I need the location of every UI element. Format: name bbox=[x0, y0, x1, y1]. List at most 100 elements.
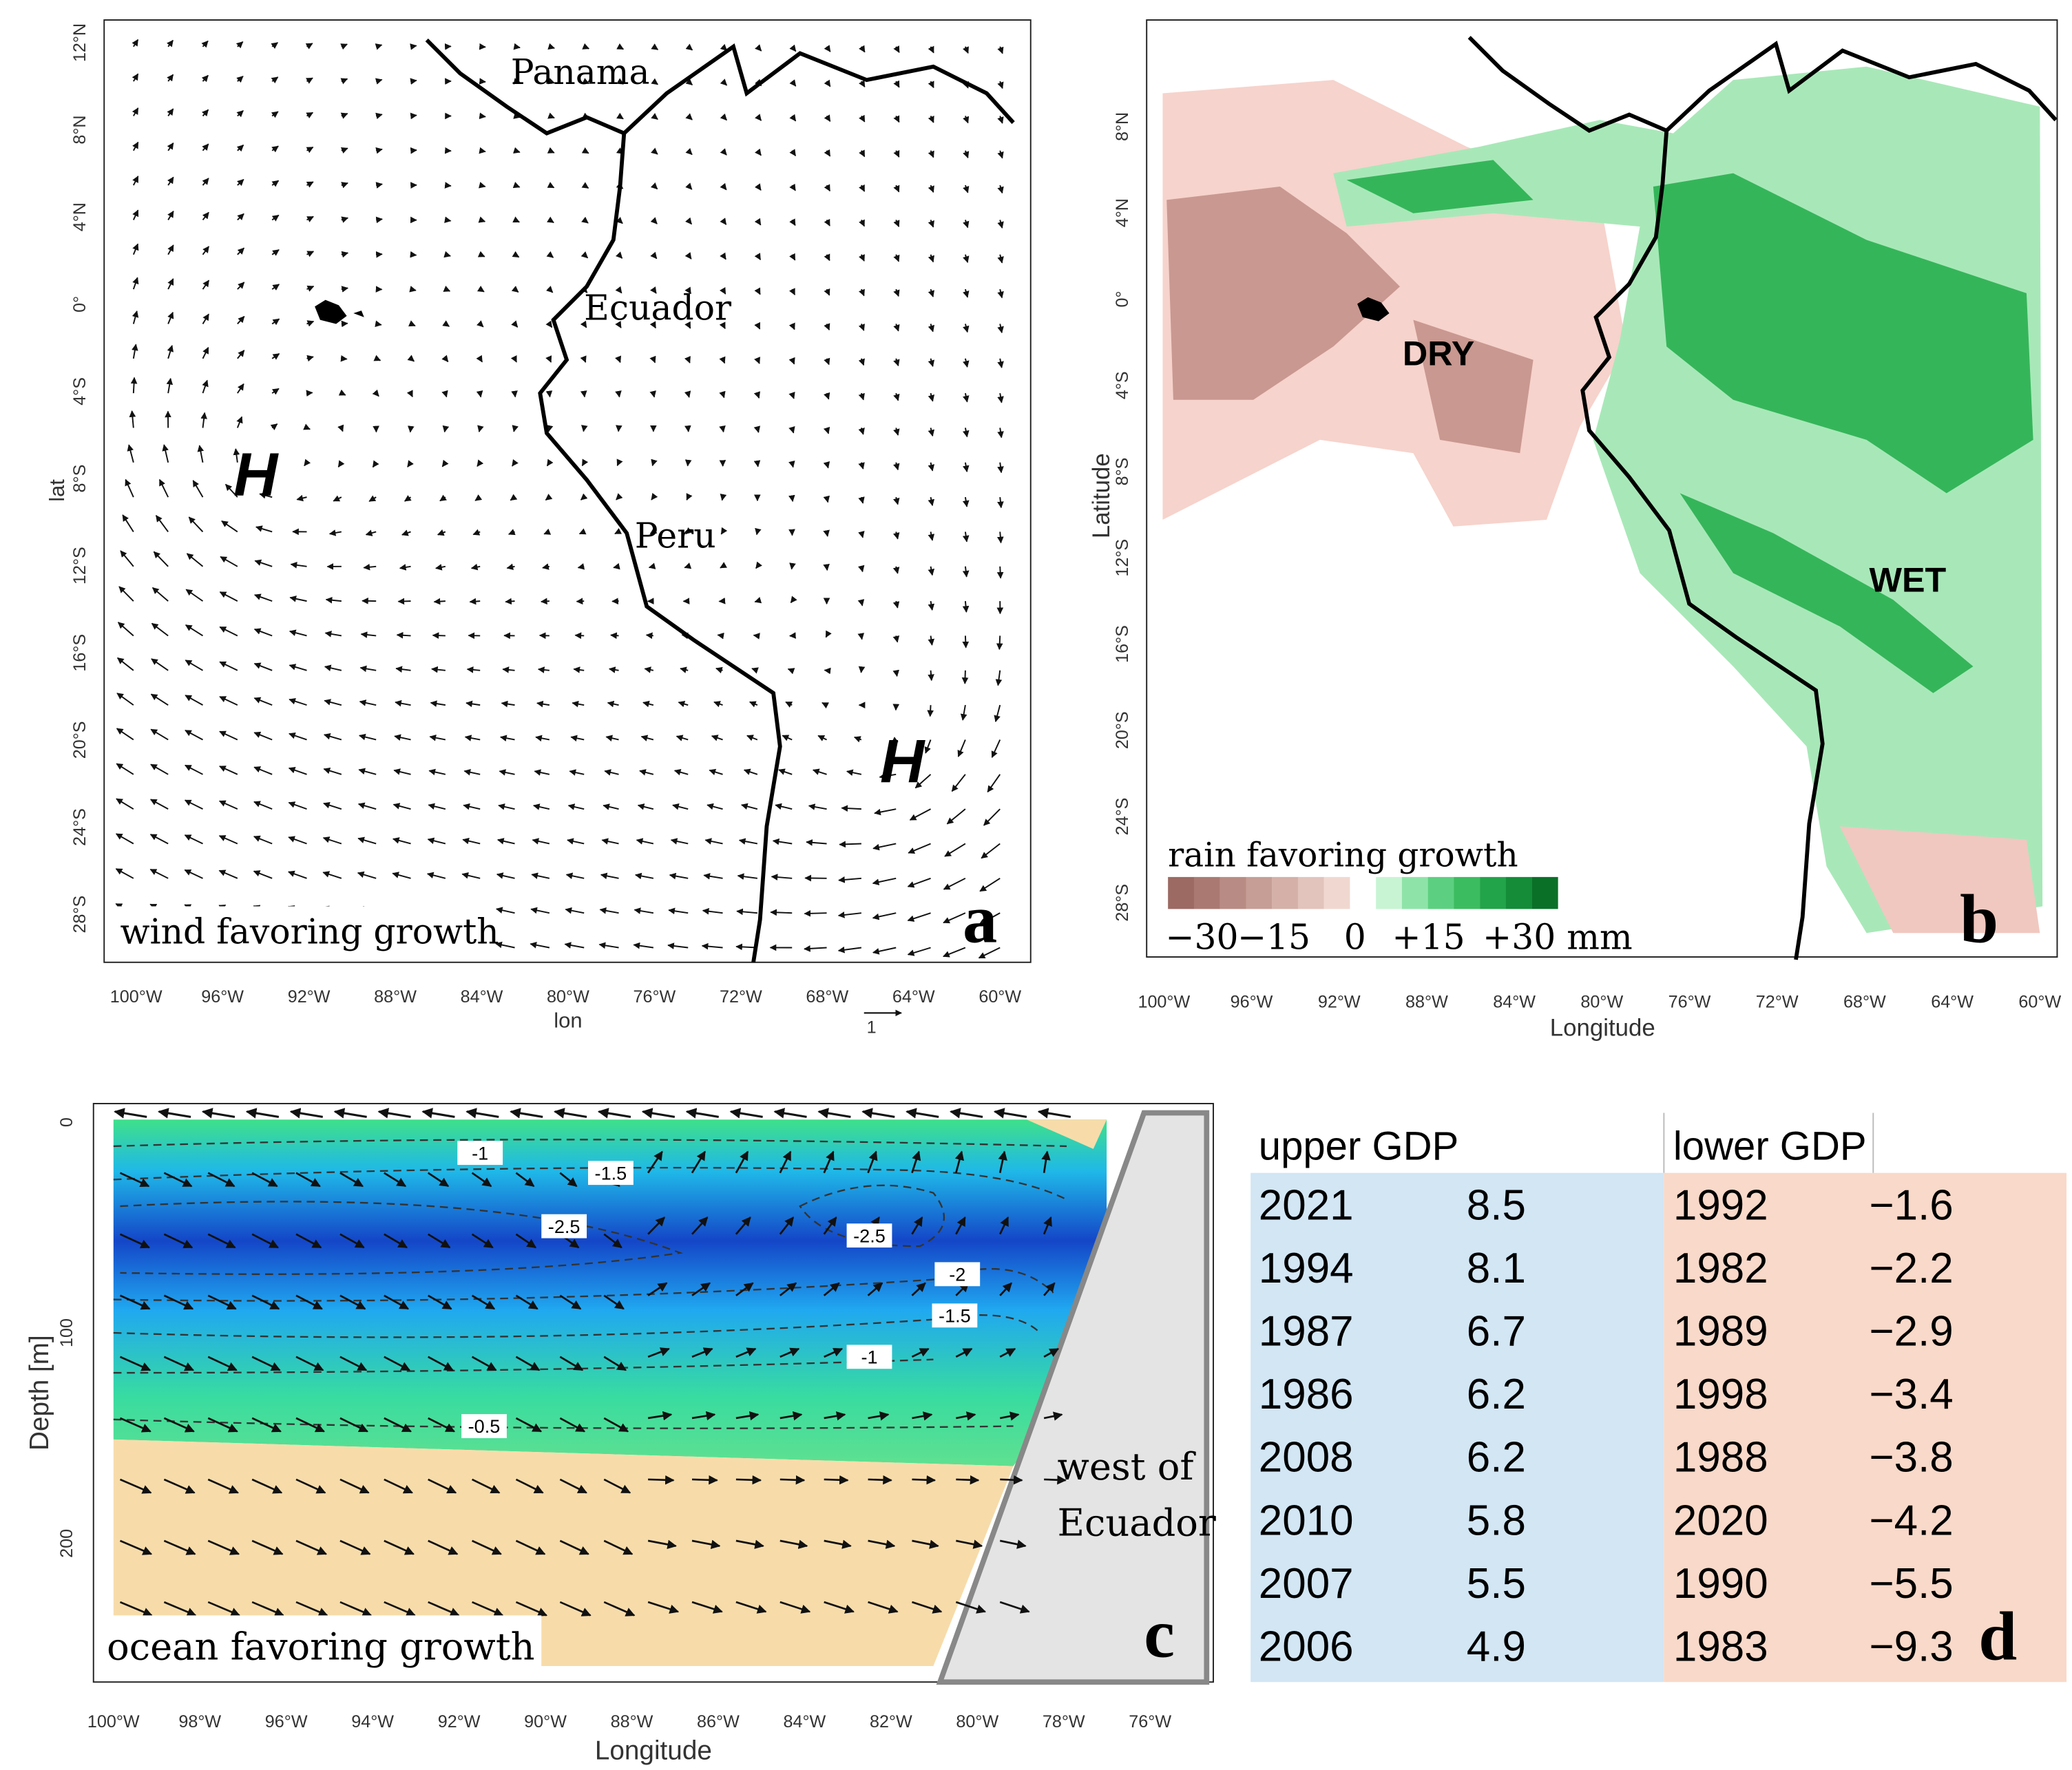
colorbar-label: 0 bbox=[1344, 916, 1366, 957]
vector bbox=[119, 1539, 153, 1555]
vector bbox=[393, 768, 411, 775]
vector bbox=[477, 320, 484, 328]
vector bbox=[306, 251, 315, 257]
vector bbox=[963, 150, 970, 158]
vector bbox=[125, 478, 134, 498]
vector bbox=[963, 392, 970, 403]
vector bbox=[943, 877, 966, 890]
vector bbox=[604, 769, 619, 776]
vector bbox=[872, 877, 897, 885]
vector bbox=[997, 220, 1004, 229]
vector bbox=[649, 355, 656, 364]
vector bbox=[149, 799, 169, 810]
vector bbox=[185, 764, 203, 775]
vector bbox=[962, 462, 970, 473]
vector bbox=[647, 1411, 673, 1421]
vector bbox=[116, 728, 134, 741]
vector bbox=[207, 1172, 236, 1188]
vector bbox=[943, 912, 966, 924]
vector bbox=[580, 493, 588, 501]
vector bbox=[184, 869, 203, 879]
vector bbox=[375, 43, 383, 50]
vector bbox=[823, 1150, 835, 1174]
colorbar-cell bbox=[1168, 876, 1195, 909]
y-tick-label: 28°S bbox=[1113, 884, 1132, 922]
vector bbox=[532, 838, 550, 845]
vector bbox=[512, 182, 521, 189]
contour-label: -2.5 bbox=[548, 1216, 580, 1237]
vector bbox=[119, 1172, 150, 1188]
vector bbox=[236, 76, 244, 83]
vector bbox=[338, 389, 346, 396]
vector bbox=[956, 1411, 976, 1421]
vector bbox=[787, 668, 795, 675]
vector bbox=[545, 320, 553, 328]
vector bbox=[928, 254, 934, 263]
year-cell: 1982 bbox=[1673, 1245, 1768, 1292]
vector bbox=[751, 667, 759, 674]
vector bbox=[339, 1539, 371, 1555]
vector bbox=[962, 531, 970, 542]
vector bbox=[428, 1294, 452, 1310]
vector bbox=[224, 483, 238, 498]
vector bbox=[634, 872, 654, 880]
vector bbox=[911, 1282, 926, 1296]
vector bbox=[838, 876, 861, 883]
vector bbox=[570, 735, 585, 742]
x-tick-label: 64°W bbox=[1931, 993, 1974, 1012]
vector bbox=[271, 388, 280, 395]
vector bbox=[789, 218, 796, 226]
colorbar-cell bbox=[1454, 876, 1480, 909]
vector bbox=[339, 1233, 365, 1249]
gdp-cell: 5.5 bbox=[1467, 1560, 1526, 1608]
vector bbox=[545, 355, 552, 363]
vector bbox=[333, 495, 342, 502]
vector bbox=[893, 496, 900, 505]
vector bbox=[384, 1172, 407, 1188]
vector bbox=[928, 288, 934, 297]
vector bbox=[476, 390, 483, 398]
vector bbox=[306, 112, 314, 119]
vector bbox=[928, 635, 935, 646]
vector bbox=[906, 1108, 939, 1119]
vector bbox=[616, 459, 623, 467]
vector bbox=[785, 701, 793, 708]
vector bbox=[253, 731, 273, 741]
vector bbox=[410, 147, 417, 154]
vector bbox=[372, 460, 379, 468]
dry-core bbox=[1166, 187, 1534, 454]
vector bbox=[719, 390, 726, 399]
x-tick-label: 92°W bbox=[288, 987, 331, 1007]
vector bbox=[219, 730, 238, 741]
vector bbox=[384, 1417, 412, 1433]
vector bbox=[296, 494, 307, 502]
gdp-cell: 5.8 bbox=[1467, 1497, 1526, 1544]
vector bbox=[237, 247, 245, 255]
contour-label: -1.5 bbox=[595, 1162, 627, 1183]
vector bbox=[357, 802, 377, 810]
vector bbox=[997, 116, 1004, 124]
vector bbox=[754, 287, 761, 295]
vector bbox=[408, 320, 416, 327]
vector bbox=[365, 529, 377, 536]
vector bbox=[167, 244, 174, 255]
vector bbox=[789, 114, 797, 122]
vector bbox=[547, 43, 556, 50]
vector bbox=[395, 699, 411, 707]
vector bbox=[946, 808, 966, 825]
vector bbox=[251, 1417, 282, 1433]
vector bbox=[559, 1417, 586, 1433]
vector bbox=[547, 182, 555, 189]
vector bbox=[554, 1108, 587, 1119]
vector bbox=[547, 112, 555, 119]
vector bbox=[859, 45, 866, 53]
vector bbox=[963, 288, 970, 298]
vector bbox=[779, 1150, 792, 1174]
y-tick-label: 8°S bbox=[1113, 458, 1132, 486]
vector bbox=[999, 1347, 1016, 1358]
y-tick-label: 20°S bbox=[1113, 711, 1132, 749]
vector bbox=[735, 1475, 762, 1485]
vector bbox=[339, 1417, 368, 1433]
vector bbox=[605, 735, 619, 741]
vector bbox=[323, 801, 342, 810]
